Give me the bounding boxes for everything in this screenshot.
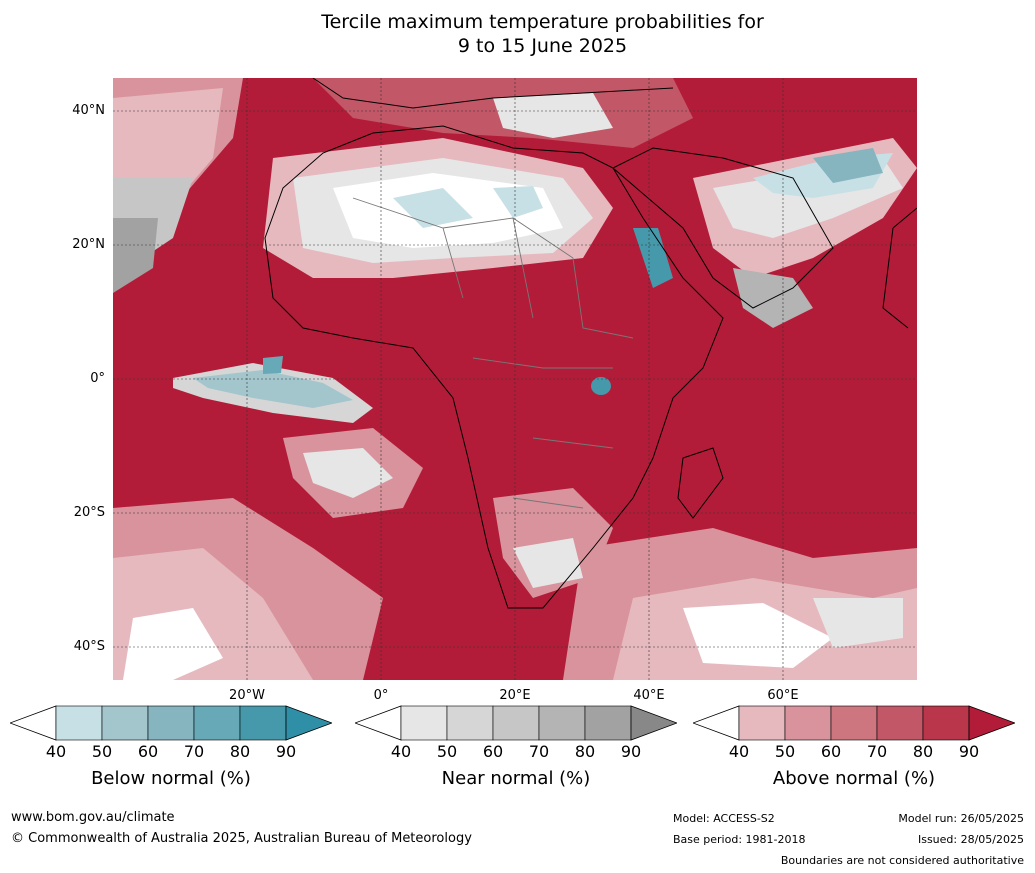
lat-label-20s: 20°S xyxy=(73,505,105,520)
lon-label-60e: 60°E xyxy=(767,688,799,703)
colorbar-tick-label: 40 xyxy=(390,742,412,761)
lon-label-40e: 40°E xyxy=(633,688,665,703)
title-line-2: 9 to 15 June 2025 xyxy=(457,35,628,57)
colorbar-tick-label: 50 xyxy=(436,742,458,761)
colorbar-segment xyxy=(101,705,149,741)
colorbar-tick-label: 40 xyxy=(728,742,750,761)
footer-model-run: Model run: 26/05/2025 xyxy=(898,812,1024,825)
colorbar-tick-label: 40 xyxy=(45,742,67,761)
colorbar-extend-low xyxy=(693,705,740,741)
footer-issued: Issued: 28/05/2025 xyxy=(917,833,1024,846)
footer-model: Model: ACCESS-S2 xyxy=(673,812,775,825)
legend-near-normal xyxy=(355,704,677,742)
colorbar-segment xyxy=(876,705,924,741)
legend-above-normal xyxy=(693,704,1015,742)
colorbar-segment xyxy=(538,705,586,741)
colorbar-extend-high xyxy=(630,705,677,741)
footer-website: www.bom.gov.au/climate xyxy=(11,810,175,825)
lat-label-0: 0° xyxy=(90,371,105,386)
colorbar-segment xyxy=(55,705,103,741)
colorbar-segment xyxy=(830,705,878,741)
colorbar-segment xyxy=(584,705,632,741)
lat-label-20n: 20°N xyxy=(72,237,105,252)
colorbar-tick-label: 80 xyxy=(574,742,596,761)
map-canvas xyxy=(113,78,917,680)
colorbar-segment xyxy=(400,705,448,741)
colorbar-segment xyxy=(446,705,494,741)
colorbar-segment xyxy=(239,705,287,741)
colorbar-extend-high xyxy=(285,705,332,741)
footer-disclaimer: Boundaries are not considered authoritat… xyxy=(780,854,1024,867)
colorbar-tick-label: 80 xyxy=(912,742,934,761)
legend-label-above: Above normal (%) xyxy=(772,768,936,789)
footer-base-period: Base period: 1981-2018 xyxy=(673,833,806,846)
colorbar-tick-label: 90 xyxy=(275,742,297,761)
legend-label-near: Near normal (%) xyxy=(441,768,591,789)
lon-label-20w: 20°W xyxy=(229,688,265,703)
chart-title: Tercile maximum temperature probabilitie… xyxy=(0,10,1035,58)
probability-map xyxy=(113,78,917,680)
colorbar-tick-label: 60 xyxy=(137,742,159,761)
colorbar-segment xyxy=(492,705,540,741)
colorbar-tick-label: 50 xyxy=(91,742,113,761)
colorbar-near xyxy=(355,705,677,741)
colorbar-tick-label: 50 xyxy=(774,742,796,761)
footer-copyright: © Commonwealth of Australia 2025, Austra… xyxy=(11,831,472,846)
colorbar-segment xyxy=(738,705,786,741)
lat-label-40n: 40°N xyxy=(72,103,105,118)
legend-label-below: Below normal (%) xyxy=(91,768,251,789)
colorbar-tick-label: 70 xyxy=(183,742,205,761)
colorbar-tick-label: 60 xyxy=(820,742,842,761)
lon-label-0: 0° xyxy=(373,688,389,703)
title-line-1: Tercile maximum temperature probabilitie… xyxy=(321,11,764,33)
colorbar-tick-label: 90 xyxy=(958,742,980,761)
colorbar-segment xyxy=(922,705,970,741)
lat-label-40s: 40°S xyxy=(73,639,105,654)
colorbar-below xyxy=(10,705,332,741)
lon-label-20e: 20°E xyxy=(499,688,531,703)
colorbar-tick-label: 60 xyxy=(482,742,504,761)
colorbar-extend-low xyxy=(10,705,57,741)
colorbar-tick-label: 90 xyxy=(620,742,642,761)
colorbar-segment xyxy=(784,705,832,741)
colorbar-tick-label: 70 xyxy=(866,742,888,761)
legend-below-normal xyxy=(10,704,332,742)
colorbar-tick-label: 70 xyxy=(528,742,550,761)
colorbar-extend-high xyxy=(968,705,1015,741)
colorbar-tick-label: 80 xyxy=(229,742,251,761)
colorbar-segment xyxy=(193,705,241,741)
colorbar-extend-low xyxy=(355,705,402,741)
colorbar-above xyxy=(693,705,1015,741)
colorbar-segment xyxy=(147,705,195,741)
